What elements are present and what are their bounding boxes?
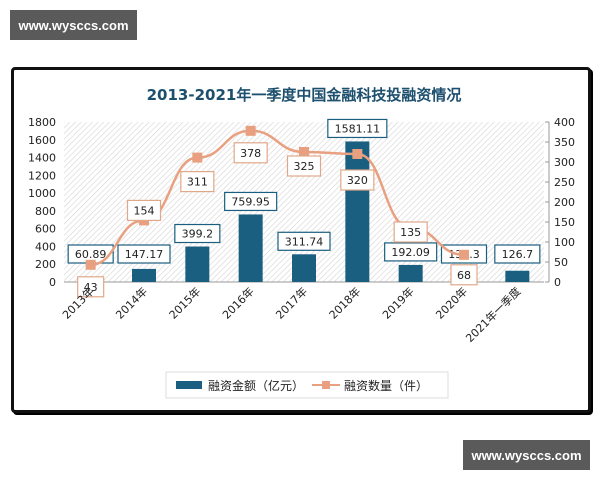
bar-value-label: 126.7: [502, 248, 534, 261]
line-series: 43 154 311 378 325 320 135 68: [77, 125, 478, 298]
bar: [398, 264, 423, 282]
right-axis-tick: 300: [554, 156, 575, 169]
line-marker: [192, 152, 203, 163]
bar-value-label: 311.74: [285, 235, 324, 248]
x-axis-tick: 2017年: [273, 284, 310, 321]
x-axis-labels: 2013年 2014年 2015年 2016年 2017年 2018年 2019年 2020年…: [59, 284, 523, 345]
line-value-label: 154: [134, 204, 155, 217]
line-value-label: 311: [187, 176, 208, 189]
line-marker: [245, 125, 256, 136]
line-value-label: 68: [457, 269, 471, 282]
chart-title: 2013-2021年一季度中国金融科技投融资情况: [147, 86, 462, 104]
chart: 2013-2021年一季度中国金融科技投融资情况 0 200 400 600 800 10…: [28, 86, 575, 399]
right-axis-tick: 50: [554, 256, 568, 269]
line-value-label: 378: [240, 147, 261, 160]
line-value-label: 320: [347, 174, 368, 187]
line-marker: [85, 259, 96, 270]
left-axis-tick: 1000: [28, 187, 56, 200]
watermark-top: www.wysccs.com: [10, 10, 137, 40]
left-axis-tick: 1800: [28, 116, 56, 129]
right-axis-tick: 250: [554, 176, 575, 189]
left-axis-tick: 400: [35, 240, 56, 253]
right-axis-tick: 100: [554, 236, 575, 249]
line-marker: [299, 147, 309, 157]
legend-bar-label: 融资金额（亿元）: [208, 378, 304, 393]
bar: [185, 246, 210, 282]
right-axis: 0 50 100 150 200 250 300 350 400: [545, 116, 575, 289]
bar: [132, 268, 156, 282]
bar-value-label: 759.95: [231, 195, 270, 208]
x-axis-tick: 2021年一季度: [463, 284, 524, 345]
bar: [238, 214, 263, 282]
left-axis-tick: 600: [35, 223, 56, 236]
legend: 融资金额（亿元） 融资数量（件）: [165, 371, 449, 399]
chart-frame: 2013-2021年一季度中国金融科技投融资情况 0 200 400 600 800 10…: [11, 67, 591, 413]
line-value-label: 325: [294, 160, 315, 173]
x-axis-tick: 2014年: [113, 284, 150, 321]
bar-value-label: 1581.11: [335, 122, 381, 135]
x-axis-tick: 2019年: [379, 284, 416, 321]
left-axis: 0 200 400 600 800 1000 1200 1400 1600 1800: [28, 116, 56, 289]
line-value-label: 135: [400, 226, 421, 239]
bar: [345, 141, 370, 282]
watermark-bottom: www.wysccs.com: [463, 440, 590, 470]
left-axis-tick: 200: [35, 258, 56, 271]
bar-series: 60.89 147.17 399.2 759.95 311.74 1581.11 192.0…: [67, 118, 541, 282]
left-axis-tick: 800: [35, 205, 56, 218]
left-axis-tick: 1600: [28, 134, 56, 147]
bar: [292, 254, 316, 282]
bar: [505, 270, 530, 282]
x-axis-tick: 2018年: [326, 284, 363, 321]
right-axis-tick: 150: [554, 216, 575, 229]
x-axis-tick: 2015年: [166, 284, 203, 321]
x-axis-tick: 2016年: [219, 284, 256, 321]
bar-value-label: 147.17: [125, 248, 164, 261]
right-axis-tick: 350: [554, 136, 575, 149]
legend-bar-swatch: [176, 381, 202, 389]
bar-value-label: 192.09: [391, 246, 430, 259]
bar-value-label: 399.2: [182, 228, 214, 241]
right-axis-tick: 200: [554, 196, 575, 209]
left-axis-tick: 0: [49, 276, 56, 289]
bar-value-label: 60.89: [75, 248, 107, 261]
x-axis-tick: 2020年: [433, 284, 470, 321]
left-axis-tick: 1200: [28, 169, 56, 182]
right-axis-tick: 400: [554, 116, 575, 129]
left-axis-tick: 1400: [28, 152, 56, 165]
line-marker: [459, 249, 469, 260]
legend-line-marker: [322, 381, 330, 389]
right-axis-tick: 0: [554, 276, 561, 289]
legend-line-label: 融资数量（件）: [344, 378, 428, 393]
line-marker: [352, 149, 363, 159]
line-value-label: 43: [84, 281, 98, 294]
